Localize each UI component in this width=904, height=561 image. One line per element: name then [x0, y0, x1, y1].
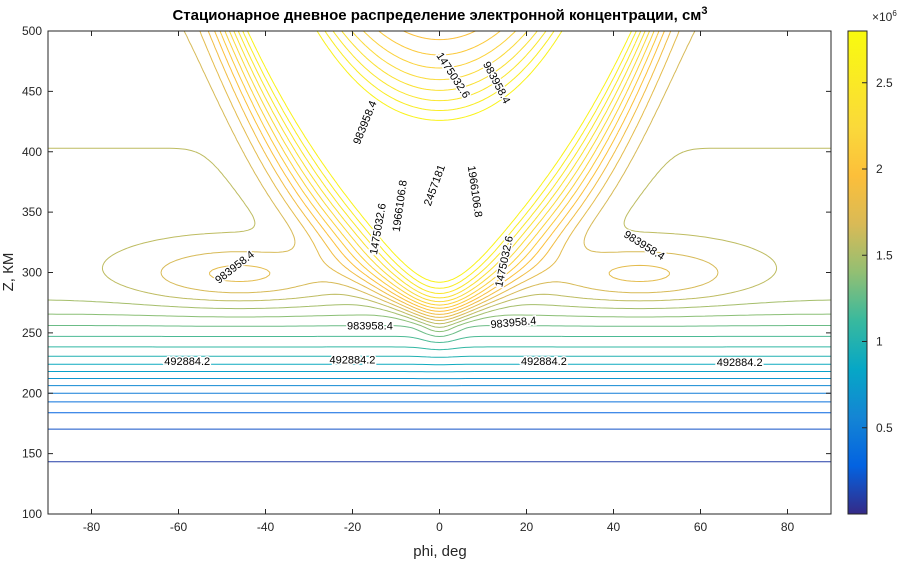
- x-axis-label: phi, deg: [413, 543, 466, 560]
- y-tick-label: 250: [22, 326, 42, 340]
- x-axis-ticks: -80 -60 -40 -20 0 20 40 60 80: [83, 31, 795, 534]
- x-tick-label: 20: [520, 520, 534, 534]
- contour-line-level-15: [48, 299, 831, 328]
- contour-line-level-12: [48, 335, 831, 343]
- y-tick-label: 350: [22, 205, 42, 219]
- colorbar-tick-label: 2.5: [876, 76, 893, 90]
- contour-line-level-21: [219, 31, 660, 309]
- contour-line-level-25: [237, 31, 642, 294]
- x-tick-label: 0: [436, 520, 443, 534]
- contour-line-level-16: [48, 147, 831, 325]
- contour-line-level-26: [242, 31, 637, 289]
- contour-line-level-19: [207, 31, 672, 315]
- contour-line-level-10: [48, 355, 831, 358]
- contour-label: 492884.2: [521, 356, 567, 368]
- contour-line-level-20: [214, 31, 665, 312]
- contour-label: 492884.2: [330, 355, 376, 367]
- contour-line-level-14: [48, 313, 831, 333]
- contour-label: 492884.2: [717, 357, 763, 369]
- colorbar-tick-label: 1.5: [876, 248, 893, 262]
- contour-line-level-27: [247, 31, 632, 283]
- contour-lines: [48, 31, 831, 463]
- contour-line-level-17: [160, 31, 719, 321]
- plot-background: [48, 31, 831, 514]
- contour-line-level-13: [48, 325, 831, 337]
- contour-line-level-18: [199, 31, 680, 318]
- y-tick-label: 500: [22, 24, 42, 38]
- colorbar-tick-label: 1: [876, 335, 883, 349]
- x-tick-label: 80: [781, 520, 795, 534]
- x-tick-label: -60: [170, 520, 188, 534]
- contour-label: 492884.2: [164, 356, 210, 368]
- chart-title: Стационарное дневное распределение элект…: [172, 5, 707, 24]
- colorbar-tick-label: 0.5: [876, 421, 893, 435]
- y-tick-label: 150: [22, 447, 42, 461]
- x-tick-label: -20: [344, 520, 362, 534]
- chart-title-text: Стационарное дневное распределение элект…: [172, 7, 701, 24]
- chart-title-superscript: 3: [701, 5, 707, 17]
- y-axis-label: Z, КМ: [0, 253, 17, 292]
- colorbar-exponent-power: 6: [892, 9, 897, 18]
- contour-line-level-23: [228, 31, 651, 303]
- y-tick-label: 400: [22, 145, 42, 159]
- contour-line-level-11: [48, 346, 831, 351]
- x-tick-label: 60: [694, 520, 708, 534]
- y-tick-label: 300: [22, 266, 42, 280]
- x-tick-label: 40: [607, 520, 621, 534]
- contour-line-level-22: [224, 31, 655, 306]
- contour-label: 983958.4: [490, 315, 537, 331]
- contour-label: 983958.4: [347, 321, 393, 333]
- colorbar-tick-label: 2: [876, 162, 883, 176]
- y-axis-ticks: 100 150 200 250 300 350 400 450 500: [22, 24, 831, 521]
- y-tick-label: 450: [22, 84, 42, 98]
- y-tick-label: 200: [22, 386, 42, 400]
- colorbar-exponent-base: ×10: [872, 10, 893, 24]
- colorbar-exponent: ×106: [872, 9, 897, 24]
- colorbar-ticks: 0.5 1 1.5 2 2.5: [862, 76, 893, 435]
- x-tick-label: -80: [83, 520, 101, 534]
- colorbar: [847, 30, 868, 515]
- x-tick-label: -40: [257, 520, 275, 534]
- contour-line-level-24: [233, 31, 646, 299]
- y-tick-label: 100: [22, 507, 42, 521]
